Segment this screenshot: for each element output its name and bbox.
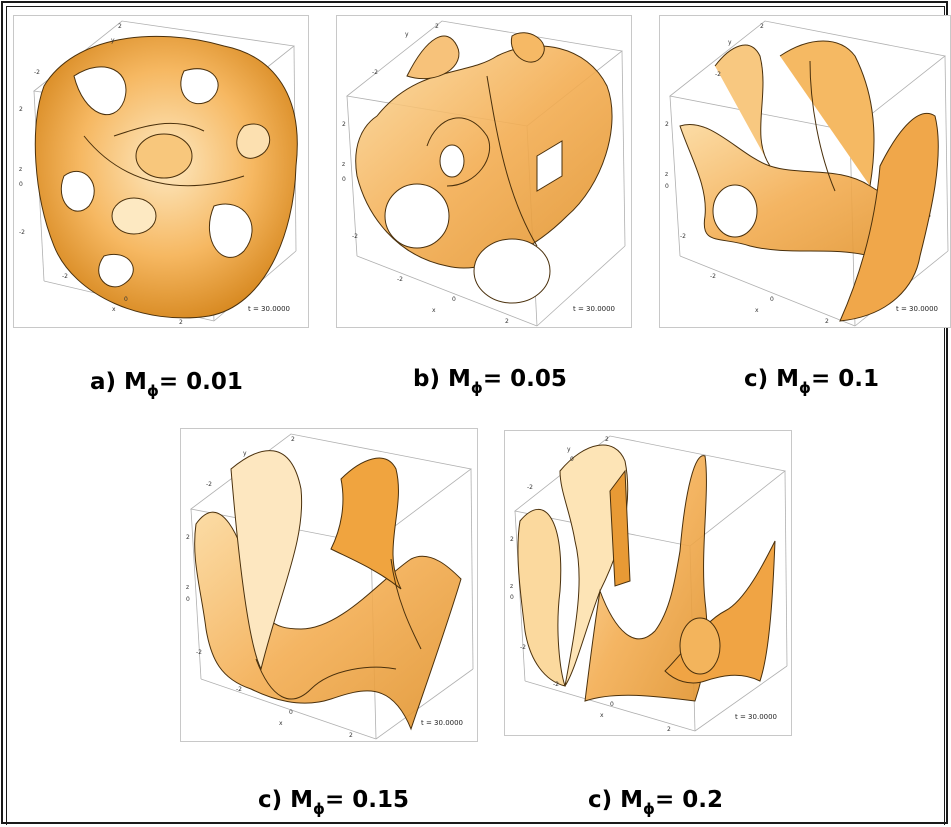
tick-label: 2 [435,23,439,30]
tick-label: 2 [760,23,764,30]
tick-label: 0 [289,709,293,716]
tick-label: 2 [505,318,509,325]
isosurface-c [679,40,939,322]
panel-e: 2 y 0 -2 2 z 0 -2 -2 0 x 2 t = 30.0000 [504,430,792,736]
tick-label: 2 [605,436,609,443]
axis-label-z: z [186,584,189,591]
tick-label: -2 [372,69,378,76]
tick-label: 0 [19,181,23,188]
time-label: t = 30.0000 [896,305,939,313]
axis-label-z: z [510,583,513,590]
panel-a: 2 y -2 2 z 0 -2 -2 0 x 2 t = 30.0000 [13,15,309,328]
panel-b: 2 y -2 2 z 0 -2 -2 0 x 2 t = 30.0000 [336,15,632,328]
caption-prefix: c) M [258,787,314,813]
surface-plot-a: 2 y -2 2 z 0 -2 -2 0 x 2 [19,20,298,326]
isosurface-b [355,32,613,304]
caption-subscript: ϕ [799,379,811,397]
inner-frame [6,6,945,825]
caption-prefix: a) M [90,369,147,395]
axis-label-y: y [405,31,409,38]
tick-label: 0 [665,183,669,190]
tick-label: -2 [710,273,716,280]
tick-label: 2 [342,121,346,128]
axis-label-x: x [432,307,436,314]
caption-c: c) Mϕ= 0.1 [744,366,880,397]
axis-label-y: y [567,446,571,453]
tick-label: 0 [510,594,514,601]
caption-a: a) Mϕ= 0.01 [90,369,243,400]
caption-value: = 0.2 [655,787,724,813]
axis-label-x: x [112,306,116,313]
panel-d: 2 y -2 2 z 0 -2 -2 0 x 2 t = 30.0000 [180,428,478,742]
tick-label: 2 [510,536,514,543]
tick-label: 2 [349,732,353,739]
isosurface-d [194,450,462,731]
time-label: t = 30.0000 [735,713,778,721]
tick-label: -2 [34,69,40,76]
tick-label: 0 [186,596,190,603]
tick-label: 2 [291,436,295,443]
tick-label: -2 [397,276,403,283]
caption-prefix: b) M [413,366,471,392]
surface-plot-b: 2 y -2 2 z 0 -2 -2 0 x 2 [342,20,626,327]
axis-label-z: z [342,161,345,168]
tick-label: -2 [527,484,533,491]
tick-label: -2 [680,233,686,240]
surface-plot-d: 2 y -2 2 z 0 -2 -2 0 x 2 [186,433,474,740]
tick-label: -2 [236,686,242,693]
tick-label: 2 [179,319,183,326]
caption-d: c) Mϕ= 0.15 [258,787,410,818]
axis-label-z: z [665,171,668,178]
axis-label-y: y [111,37,115,44]
isosurface-a [34,35,298,319]
time-label: t = 30.0000 [573,305,616,313]
tick-label: 2 [665,121,669,128]
tick-label: -2 [520,644,526,651]
tick-label: -2 [352,233,358,240]
tick-label: 0 [342,176,346,183]
tick-label: -2 [62,273,68,280]
caption-prefix: c) M [744,366,800,392]
tick-label: 0 [452,296,456,303]
tick-label: 2 [825,318,829,325]
time-label: t = 30.0000 [421,719,464,727]
tick-label: 2 [118,23,122,30]
bounding-box-c [669,20,949,327]
tick-label: 2 [667,726,671,733]
axis-label-x: x [279,720,283,727]
tick-label: -2 [196,649,202,656]
tick-label: 0 [770,296,774,303]
axis-label-x: x [600,712,604,719]
tick-label: 0 [610,701,614,708]
tick-label: -2 [19,229,25,236]
tick-label: 2 [19,106,23,113]
tick-label: -2 [715,71,721,78]
surface-plot-c: 2 y -2 2 z 0 -2 -2 0 x 2 [665,20,949,327]
caption-subscript: ϕ [470,379,483,397]
tick-label: 0 [570,456,574,463]
axis-label-y: y [243,450,247,457]
caption-subscript: ϕ [313,800,325,818]
time-label: t = 30.0000 [248,305,291,313]
caption-value: = 0.01 [158,369,243,395]
caption-value: = 0.1 [811,366,880,392]
isosurface-e [517,444,776,702]
caption-subscript: ϕ [146,382,159,400]
axis-label-x: x [755,307,759,314]
caption-prefix: c) M [588,787,644,813]
caption-value: = 0.15 [325,787,410,813]
caption-e: c) Mϕ= 0.2 [588,787,724,818]
tick-label: -2 [206,481,212,488]
tick-label: -2 [553,681,559,688]
tick-label: 0 [124,296,128,303]
caption-value: = 0.05 [482,366,567,392]
tick-label: 2 [186,534,190,541]
caption-b: b) Mϕ= 0.05 [413,366,567,397]
panel-c: 2 y -2 2 z 0 -2 -2 0 x 2 t = 30.0000 [659,15,951,328]
axis-label-z: z [19,166,22,173]
axis-label-y: y [728,39,732,46]
caption-subscript: ϕ [643,800,655,818]
surface-plot-e: 2 y 0 -2 2 z 0 -2 -2 0 x 2 [510,435,788,733]
